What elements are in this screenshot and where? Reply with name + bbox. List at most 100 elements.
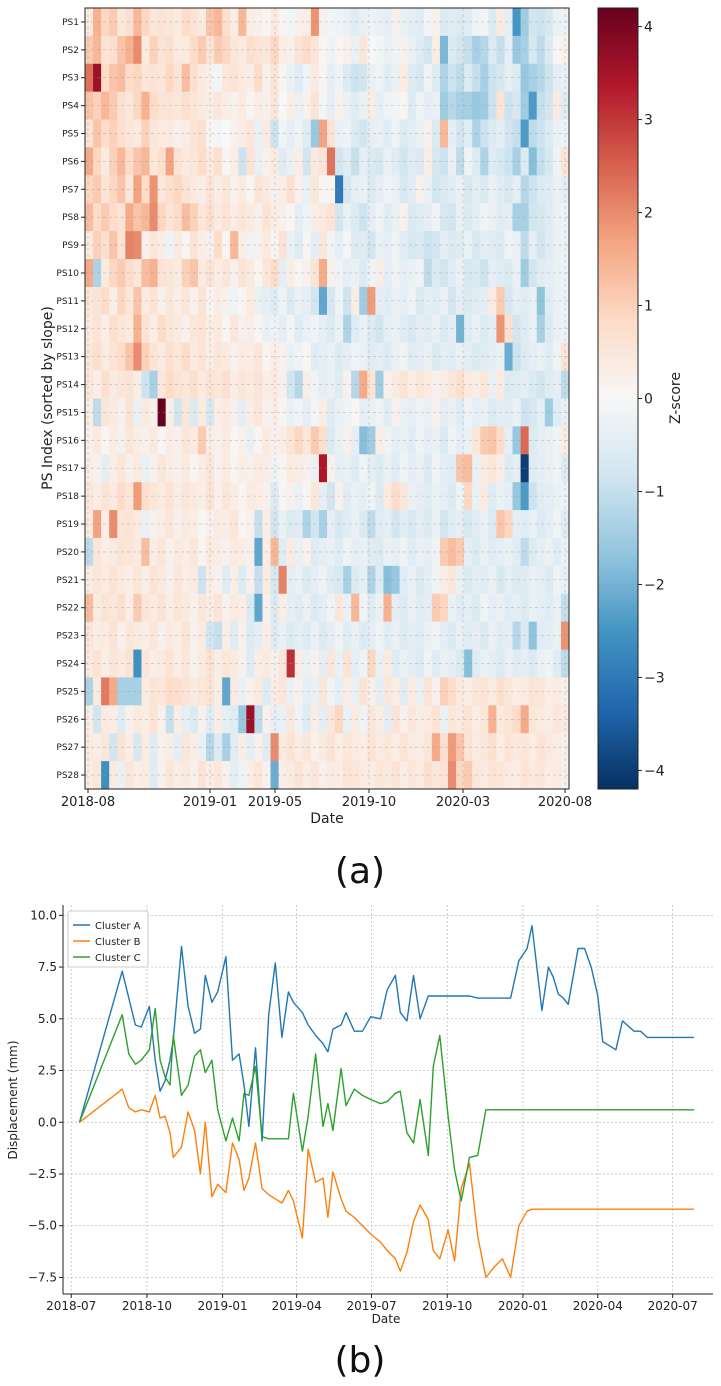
heatmap-cell	[85, 565, 94, 595]
heatmap-cell	[246, 621, 255, 650]
heatmap-cell	[133, 677, 142, 706]
heatmap-cell	[294, 342, 304, 371]
heatmap-cell	[109, 147, 118, 176]
heatmap-cell	[391, 705, 400, 734]
heatmap-cell	[528, 761, 538, 790]
heatmap-cell	[109, 593, 118, 623]
heatmap-cell	[552, 63, 562, 93]
heatmap-cell	[294, 454, 304, 483]
heatmap-cell	[294, 649, 304, 678]
heatmap-cell	[230, 203, 239, 232]
heatmap-cell	[343, 621, 352, 650]
heatmap-cell	[504, 8, 513, 37]
heatmap-cell	[367, 482, 376, 511]
heatmap-cell	[181, 454, 191, 483]
heatmap-cell	[278, 621, 288, 650]
heatmap-cell	[464, 705, 473, 734]
heatmap-cell	[439, 593, 449, 623]
heatmap-cell	[197, 286, 207, 316]
heatmap-cell	[133, 35, 142, 65]
heatmap-cell	[488, 454, 497, 483]
heatmap-cell	[278, 147, 288, 176]
heatmap-cell	[512, 705, 521, 734]
heatmap-cell	[157, 621, 167, 650]
heatmap-cell	[85, 35, 94, 65]
heatmap-cell	[439, 398, 449, 427]
heatmap-cell	[206, 286, 215, 316]
heatmap-cell	[246, 119, 255, 148]
heatmap-cell	[318, 649, 328, 678]
heatmap-cell	[528, 482, 538, 511]
heatmap-cell	[246, 649, 255, 678]
heatmap-y-tick-label: PS8	[62, 213, 79, 223]
heatmap-cell	[528, 91, 538, 120]
heatmap-cell	[85, 147, 94, 176]
heatmap-cell	[456, 147, 465, 176]
heatmap-cell	[133, 91, 142, 120]
heatmap-cell	[181, 314, 191, 344]
heatmap-cell	[464, 733, 473, 762]
heatmap-cell	[222, 537, 231, 567]
heatmap-cell	[197, 649, 207, 678]
heatmap-cell	[456, 398, 465, 427]
heatmap-cell	[181, 370, 191, 399]
heatmap-cell	[480, 677, 489, 706]
heatmap-cell	[439, 761, 449, 790]
heatmap-cell	[246, 314, 255, 344]
heatmap-cell	[197, 510, 207, 539]
heatmap-cell	[133, 593, 142, 623]
heatmap-cell	[181, 705, 191, 734]
heatmap-cell	[197, 398, 207, 427]
heatmap-cell	[246, 705, 255, 734]
heatmap-cell	[278, 259, 288, 288]
colorbar-tick-label: −3	[644, 670, 665, 686]
heatmap-cell	[294, 733, 304, 762]
heatmap-cell	[270, 286, 279, 316]
heatmap-cell	[456, 8, 465, 37]
heatmap-cell	[181, 119, 191, 148]
heatmap-cell	[222, 8, 231, 37]
heatmap-cell	[439, 175, 449, 204]
heatmap-cell	[343, 705, 352, 734]
heatmap-cell	[133, 119, 142, 148]
heatmap-cell	[552, 537, 562, 567]
heatmap-cell	[504, 593, 513, 623]
heatmap-cell	[415, 649, 425, 678]
heatmap-cell	[85, 231, 94, 260]
heatmap-cell	[488, 314, 497, 344]
heatmap-cell	[254, 705, 263, 734]
heatmap-cell	[109, 398, 118, 427]
line-chart-gridlines	[63, 905, 713, 1294]
heatmap-cell	[415, 370, 425, 399]
heatmap-cell	[157, 398, 167, 427]
heatmap-cell	[109, 761, 118, 790]
heatmap-cell	[157, 482, 167, 511]
heatmap-cell	[415, 621, 425, 650]
heatmap-cell	[456, 314, 465, 344]
heatmap-cell	[367, 761, 376, 790]
heatmap-cell	[552, 649, 562, 678]
heatmap-cell	[109, 119, 118, 148]
heatmap-cell	[552, 8, 562, 37]
heatmap-cell	[391, 649, 400, 678]
heatmap-cell	[278, 482, 288, 511]
heatmap-cell	[294, 8, 304, 37]
heatmap-cell	[431, 314, 441, 344]
heatmap-cell	[536, 147, 546, 176]
heatmap-cell	[278, 203, 288, 232]
heatmap-cell	[206, 537, 215, 567]
heatmap-cell	[512, 677, 521, 706]
heatmap-cell	[512, 510, 521, 539]
heatmap-cell	[157, 286, 167, 316]
heatmap-cell	[181, 761, 191, 790]
heatmap-cell	[431, 761, 441, 790]
heatmap-cell	[456, 259, 465, 288]
heatmap-cell	[480, 63, 489, 93]
heatmap-cell	[536, 286, 546, 316]
heatmap-cell	[230, 565, 239, 595]
heatmap-cell	[109, 649, 118, 678]
heatmap-cell	[464, 510, 473, 539]
heatmap-cell	[431, 426, 441, 455]
heatmap-y-axis-label: PS Index (sorted by slope)	[40, 306, 56, 490]
heatmap-cell	[206, 231, 215, 260]
